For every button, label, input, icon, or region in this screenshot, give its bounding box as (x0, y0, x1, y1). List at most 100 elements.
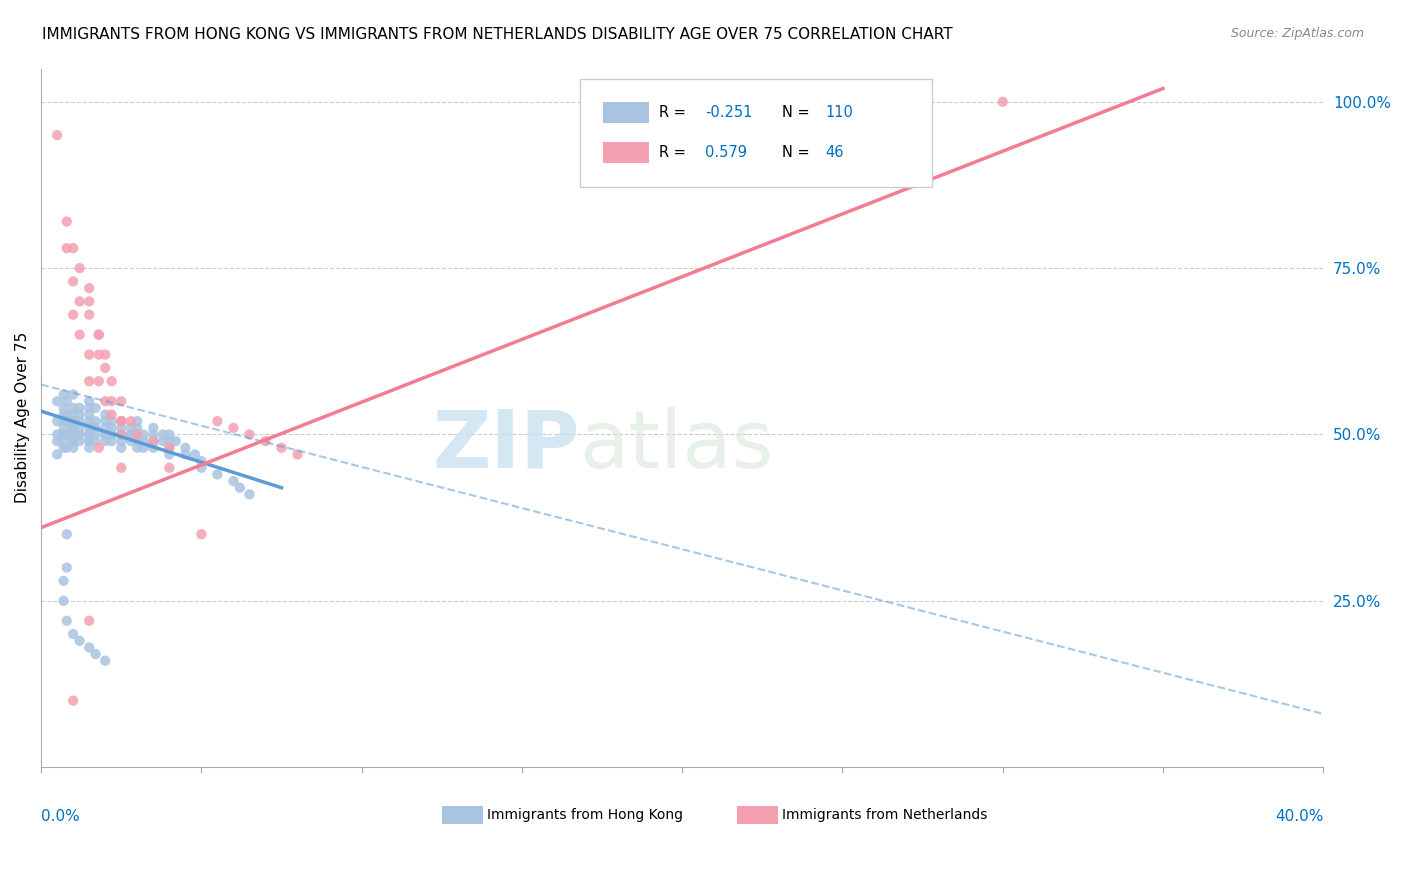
Point (77, 394, 100, 409)
Point (87, 441, 110, 455)
Point (69, 401, 91, 415)
Text: 110: 110 (825, 105, 853, 120)
Point (831, 95, 853, 109)
Text: Immigrants from Netherlands: Immigrants from Netherlands (782, 807, 987, 822)
Point (157, 460, 180, 475)
Point (120, 414, 142, 428)
Point (46, 427, 69, 442)
Point (69, 427, 91, 442)
Point (184, 447, 207, 461)
Point (222, 421, 245, 435)
Point (991, 95, 1014, 109)
Point (55, 394, 77, 409)
Point (52, 574, 75, 588)
Point (190, 460, 212, 475)
Point (62, 441, 84, 455)
Point (127, 414, 149, 428)
Point (55, 414, 77, 428)
Point (157, 434, 180, 449)
Point (87, 374, 110, 388)
Point (110, 414, 132, 428)
Point (120, 427, 142, 442)
FancyBboxPatch shape (579, 79, 932, 187)
Point (55, 441, 77, 455)
Point (62, 693, 84, 707)
Point (270, 441, 292, 455)
Point (165, 434, 187, 449)
Point (87, 348, 110, 362)
Point (55, 614, 77, 628)
Point (94, 348, 117, 362)
Point (132, 427, 155, 442)
Point (157, 441, 180, 455)
Point (69, 414, 91, 428)
Point (142, 421, 165, 435)
Point (127, 434, 149, 449)
Point (157, 447, 180, 461)
Point (77, 441, 100, 455)
FancyBboxPatch shape (443, 806, 484, 824)
Point (174, 447, 197, 461)
FancyBboxPatch shape (603, 142, 648, 163)
Point (142, 434, 165, 449)
Point (94, 427, 117, 442)
Point (77, 421, 100, 435)
Point (110, 414, 132, 428)
Point (69, 408, 91, 422)
Point (100, 414, 122, 428)
Point (110, 441, 132, 455)
Point (238, 427, 260, 442)
Text: -0.251: -0.251 (706, 105, 752, 120)
FancyBboxPatch shape (737, 806, 779, 824)
Text: Immigrants from Hong Kong: Immigrants from Hong Kong (488, 807, 683, 822)
Point (157, 441, 180, 455)
Point (127, 427, 149, 442)
Point (55, 241, 77, 255)
Text: N =: N = (782, 105, 814, 120)
Point (46, 447, 69, 461)
Point (287, 447, 309, 461)
Point (46, 434, 69, 449)
Point (62, 275, 84, 289)
Point (100, 427, 122, 442)
Point (127, 427, 149, 442)
Point (84, 434, 107, 449)
Point (77, 640, 100, 655)
Point (52, 441, 75, 455)
Point (127, 421, 149, 435)
Text: N =: N = (782, 145, 814, 160)
Point (152, 434, 174, 449)
Point (152, 427, 174, 442)
Point (69, 261, 91, 276)
Point (254, 434, 277, 449)
Point (69, 427, 91, 442)
Point (62, 241, 84, 255)
Point (77, 434, 100, 449)
Point (94, 427, 117, 442)
Text: IMMIGRANTS FROM HONG KONG VS IMMIGRANTS FROM NETHERLANDS DISABILITY AGE OVER 75 : IMMIGRANTS FROM HONG KONG VS IMMIGRANTS … (42, 27, 953, 42)
Point (94, 414, 117, 428)
Text: 40.0%: 40.0% (1275, 809, 1323, 824)
Point (94, 408, 117, 422)
FancyBboxPatch shape (603, 102, 648, 123)
Point (77, 401, 100, 415)
Point (207, 467, 229, 482)
Point (94, 654, 117, 668)
Point (100, 394, 122, 409)
Point (238, 487, 260, 501)
Point (132, 441, 155, 455)
Text: ZIP: ZIP (433, 407, 579, 484)
Point (52, 387, 75, 401)
Point (142, 441, 165, 455)
Point (94, 394, 117, 409)
Point (52, 427, 75, 442)
Point (110, 394, 132, 409)
Point (77, 281, 100, 295)
Point (100, 421, 122, 435)
Point (190, 454, 212, 468)
Point (55, 527, 77, 541)
Point (55, 214, 77, 228)
Point (46, 414, 69, 428)
Point (77, 614, 100, 628)
Text: 0.0%: 0.0% (41, 809, 80, 824)
